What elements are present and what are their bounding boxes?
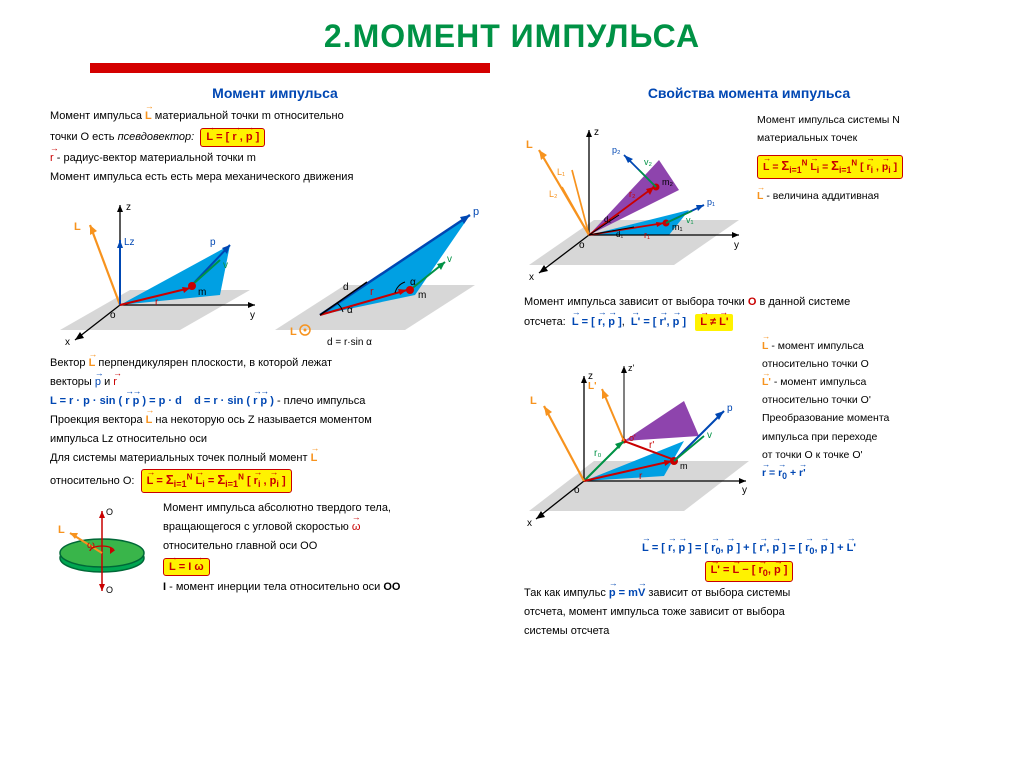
right-p7: системы отсчета	[524, 624, 974, 639]
right-column: Свойства момента импульса z y x o L	[524, 79, 974, 642]
right-p5: Так как импульс p = mV зависит от выбора…	[524, 586, 974, 601]
diagram-right-1: z y x o L L₁ L₂ r₁ r₂ d₂	[524, 115, 749, 285]
left-title: Момент импульса	[50, 85, 500, 101]
svg-text:L: L	[290, 326, 297, 338]
svg-text:ω: ω	[87, 540, 95, 551]
svg-text:L₁: L₁	[557, 167, 565, 177]
right-formula4: L = [ r, p ] = [ r0, p ] + [ r', p ] = […	[524, 541, 974, 558]
decorative-red-bar	[90, 63, 490, 73]
formula-L-def: L = [ r , p ]	[200, 128, 265, 147]
svg-text:x: x	[527, 518, 532, 529]
svg-text:z: z	[594, 127, 599, 138]
right-note3b: импульса при переходе	[762, 430, 974, 444]
right-p1a: Момент импульса системы N	[757, 113, 974, 127]
svg-text:α: α	[347, 305, 353, 316]
formula-sum-right: L = Σi=1N Li = Σi=1N [ ri , pi ]	[757, 155, 903, 179]
svg-text:p₁: p₁	[707, 197, 715, 207]
svg-text:y: y	[734, 240, 739, 251]
two-column-layout: Момент импульса Момент импульса L матери…	[50, 79, 974, 642]
left-p9a: Момент импульса абсолютно твердого тела,	[163, 501, 500, 516]
svg-text:o: o	[574, 485, 580, 496]
right-note3a: Преобразование момента	[762, 411, 974, 425]
svg-text:z': z'	[628, 363, 635, 373]
right-note1c: относительно точки O	[762, 357, 974, 371]
disk-diagram: O O L ω	[50, 503, 155, 598]
right-formula5: L' = L − [ r0, p ]	[524, 561, 974, 582]
svg-text:y: y	[250, 310, 255, 321]
formula-neq: L ≠ L'	[695, 314, 733, 331]
svg-text:O: O	[106, 507, 113, 517]
left-p6: векторы p и r	[50, 375, 500, 390]
svg-text:v: v	[447, 254, 452, 265]
svg-text:p: p	[210, 237, 216, 248]
right-note1: L - момент импульса	[762, 339, 974, 353]
svg-text:m₁: m₁	[672, 222, 683, 232]
left-p7: Проекция вектора L на некоторую ось Z на…	[50, 413, 500, 428]
left-p9c: относительно главной оси OO	[163, 539, 500, 554]
svg-text:v: v	[707, 430, 712, 441]
left-p4: Момент импульса есть есть мера механичес…	[50, 170, 500, 185]
svg-text:p₂: p₂	[612, 145, 621, 155]
formula-sum: L = Σi=1N Li = Σi=1N [ ri , pi ]	[141, 469, 292, 493]
svg-text:x: x	[65, 337, 70, 348]
right-formula3: r = r0 + r'	[762, 466, 974, 483]
right-note2c: относительно точки O'	[762, 393, 974, 407]
left-p8b: относительно O: L = Σi=1N Li = Σi=1N [ r…	[50, 469, 500, 493]
svg-text:m: m	[418, 290, 426, 301]
svg-text:L': L'	[588, 381, 597, 392]
left-p1: Момент импульса L материальной точки m о…	[50, 109, 500, 124]
svg-text:r₁: r₁	[644, 230, 650, 240]
svg-text:O: O	[106, 585, 113, 595]
svg-text:p: p	[473, 206, 479, 218]
svg-text:d = r·sin α: d = r·sin α	[327, 337, 372, 348]
main-title: 2.МОМЕНТ ИМПУЛЬСА	[50, 18, 974, 55]
svg-text:L: L	[74, 221, 81, 233]
svg-text:x: x	[529, 272, 534, 283]
disk-row: O O L ω Момент импульса абсолютно твердо…	[50, 497, 500, 604]
svg-text:y: y	[742, 485, 747, 496]
svg-text:L: L	[530, 395, 537, 407]
right-p3: Момент импульса зависит от выбора точки …	[524, 295, 974, 310]
diagram-right-2: z y x o z' o' r₀ r r'	[524, 341, 754, 531]
svg-text:L₂: L₂	[549, 189, 558, 199]
svg-text:d₁: d₁	[616, 230, 623, 239]
svg-text:o: o	[110, 310, 116, 321]
right-note3c: от точки O к точке O'	[762, 448, 974, 462]
left-p8: Для системы материальных точек полный мо…	[50, 451, 500, 466]
svg-text:o: o	[579, 240, 585, 251]
left-p7c: импульса Lz относительно оси	[50, 432, 500, 447]
svg-text:r: r	[370, 286, 374, 298]
right-p6: отсчета, момент импульса тоже зависит от…	[524, 605, 974, 620]
right-p2: L - величина аддитивная	[757, 189, 974, 203]
right-note2: L' - момент импульса	[762, 375, 974, 389]
diagram-left-1: z y x L Lz r p v	[50, 190, 480, 350]
left-column: Момент импульса Момент импульса L матери…	[50, 79, 500, 642]
left-formula2: L = r · p · sin ( r p ) = p · d d = r · …	[50, 394, 500, 409]
svg-text:d: d	[343, 282, 349, 293]
left-p3: r - радиус-вектор материальной точки m	[50, 151, 500, 166]
svg-text:r₀: r₀	[594, 448, 601, 459]
svg-text:r': r'	[649, 440, 654, 451]
left-p10: I - момент инерции тела относительно оси…	[163, 580, 500, 595]
svg-text:p: p	[727, 403, 733, 414]
left-p2: точки O есть псевдовектор: L = [ r , p ]	[50, 128, 500, 147]
svg-text:m: m	[680, 461, 688, 471]
svg-text:m: m	[198, 287, 206, 298]
svg-text:L: L	[58, 524, 65, 536]
svg-text:m₂: m₂	[662, 177, 673, 187]
right-p4: отсчета: L = [ r, p ], L' = [ r', p ] L …	[524, 314, 974, 331]
svg-text:d₂: d₂	[604, 215, 612, 224]
svg-text:v₁: v₁	[686, 215, 694, 225]
right-p1b: материальных точек	[757, 131, 974, 145]
svg-text:z: z	[126, 202, 131, 213]
svg-text:r₂: r₂	[629, 189, 636, 199]
right-title: Свойства момента импульса	[524, 85, 974, 101]
svg-text:v₂: v₂	[644, 157, 653, 167]
svg-text:v: v	[223, 260, 228, 271]
formula-Iw: L = I ω	[163, 558, 210, 577]
left-p9b: вращающегося с угловой скоростью ω	[163, 520, 500, 535]
svg-text:L: L	[526, 139, 533, 151]
svg-text:Lz: Lz	[124, 237, 135, 248]
svg-text:o': o'	[629, 433, 636, 443]
